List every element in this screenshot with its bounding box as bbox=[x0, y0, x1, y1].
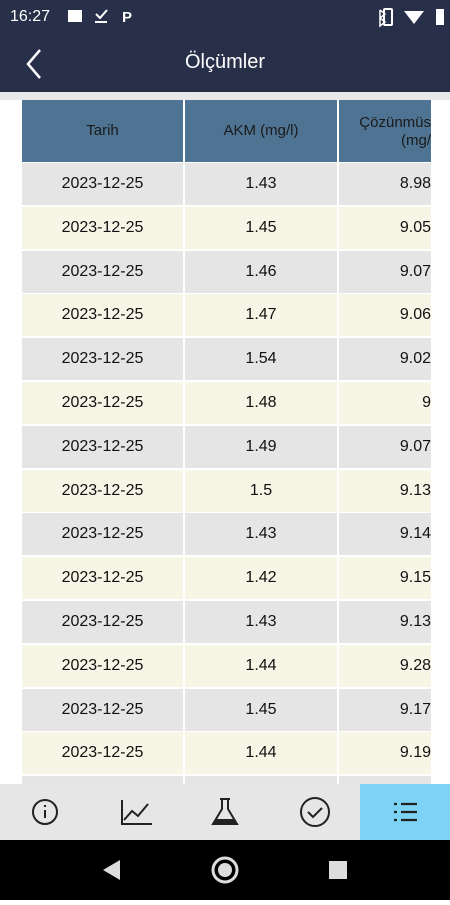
table-row bbox=[22, 776, 431, 784]
table-cell: 2023-12-25 bbox=[22, 557, 185, 600]
table-cell bbox=[339, 776, 431, 784]
table-row: 2023-12-25 1.43 9.13 bbox=[22, 601, 431, 645]
table-row: 2023-12-25 1.49 9.07 bbox=[22, 425, 431, 470]
table-cell bbox=[22, 776, 185, 784]
table-cell: 1.43 bbox=[185, 163, 339, 205]
table-cell: 9.17 bbox=[399, 700, 431, 718]
table-cell: 1.54 bbox=[185, 338, 339, 381]
table-cell: 9 bbox=[422, 394, 431, 411]
table-cell: 1.43 bbox=[185, 601, 339, 643]
data-table: Tarih AKM (mg/l) Çözünmüs (mg/ 2023-12-2… bbox=[22, 100, 431, 784]
table-cell: 9.07 bbox=[399, 437, 431, 455]
app-bar: Ölçümler bbox=[0, 36, 450, 92]
table-cell: 1.44 bbox=[185, 732, 339, 775]
table-cell: 2023-12-25 bbox=[22, 601, 185, 643]
table-cell: 2023-12-25 bbox=[22, 206, 185, 249]
nav-buttons bbox=[103, 856, 347, 884]
table-cell: 1.45 bbox=[185, 688, 339, 731]
table-cell: 2023-12-25 bbox=[22, 732, 185, 775]
table-cell: 8.98 bbox=[399, 175, 431, 192]
table-cell: 1.44 bbox=[185, 644, 339, 687]
table-cell: 2023-12-25 bbox=[22, 688, 185, 731]
status-icons: P bbox=[68, 8, 444, 28]
table-cell: 1.5 bbox=[185, 469, 339, 512]
status-bar: 16:27 P bbox=[0, 0, 450, 36]
table-cell: 2023-12-25 bbox=[22, 382, 185, 424]
table-row: 2023-12-25 1.42 9.15 bbox=[22, 557, 431, 602]
table-cell: 2023-12-25 bbox=[22, 425, 185, 468]
table-cell: 9.13 bbox=[399, 613, 431, 630]
table-row: 2023-12-25 1.47 9.06 bbox=[22, 294, 431, 339]
system-nav-bar bbox=[0, 840, 450, 900]
table-cell: 1.46 bbox=[185, 250, 339, 293]
info-tab[interactable] bbox=[0, 784, 90, 840]
column-header[interactable]: Tarih bbox=[22, 100, 185, 162]
check-tab[interactable] bbox=[270, 784, 360, 840]
column-header[interactable]: AKM (mg/l) bbox=[185, 100, 339, 162]
table-row: 2023-12-25 1.43 9.14 bbox=[22, 513, 431, 558]
table-cell: 9.15 bbox=[399, 569, 431, 587]
table-cell: 2023-12-25 bbox=[22, 250, 185, 293]
table-row: 2023-12-25 1.48 9 bbox=[22, 382, 431, 426]
table-cell: 9.13 bbox=[399, 481, 431, 499]
table-cell: 9.05 bbox=[399, 218, 431, 236]
divider bbox=[0, 92, 450, 100]
table-cell: 9.07 bbox=[399, 262, 431, 280]
table-cell: 2023-12-25 bbox=[22, 513, 185, 556]
screen-title: Ölçümler bbox=[184, 51, 265, 73]
table-row: 2023-12-25 1.46 9.07 bbox=[22, 250, 431, 295]
table-cell: 9.19 bbox=[399, 744, 431, 762]
table-row: 2023-12-25 1.54 9.02 bbox=[22, 338, 431, 383]
table-cell: 2023-12-25 bbox=[22, 644, 185, 687]
table-row: 2023-12-25 1.44 9.19 bbox=[22, 732, 431, 777]
tab-bar bbox=[0, 784, 450, 840]
list-tab[interactable] bbox=[360, 784, 450, 840]
table-cell: 1.47 bbox=[185, 294, 339, 337]
table-cell: 1.43 bbox=[185, 513, 339, 556]
table-cell bbox=[185, 776, 339, 784]
table-cell: 1.42 bbox=[185, 557, 339, 600]
table-row: 2023-12-25 1.43 8.98 bbox=[22, 163, 431, 207]
table-cell: 1.45 bbox=[185, 206, 339, 249]
svg-text:P: P bbox=[122, 9, 132, 26]
table-cell: 9.06 bbox=[399, 306, 431, 324]
table-row: 2023-12-25 1.5 9.13 bbox=[22, 469, 431, 514]
table-row: 2023-12-25 1.44 9.28 bbox=[22, 644, 431, 689]
table-cell: 2023-12-25 bbox=[22, 294, 185, 337]
table-cell: 1.49 bbox=[185, 425, 339, 468]
table-cell: 9.28 bbox=[399, 656, 431, 674]
chart-tab[interactable] bbox=[90, 784, 180, 840]
table-cell: 2023-12-25 bbox=[22, 469, 185, 512]
table-cell: 1.48 bbox=[185, 382, 339, 424]
table-cell: 2023-12-25 bbox=[22, 338, 185, 381]
column-header[interactable]: Çözünmüs (mg/ bbox=[359, 114, 431, 149]
table-header: Tarih AKM (mg/l) Çözünmüs (mg/ bbox=[22, 100, 431, 164]
table-cell: 9.14 bbox=[399, 525, 431, 543]
clock: 16:27 bbox=[10, 8, 51, 25]
back-button[interactable] bbox=[18, 36, 58, 92]
table-cell: 9.02 bbox=[399, 350, 431, 368]
table-row: 2023-12-25 1.45 9.17 bbox=[22, 688, 431, 733]
lab-tab[interactable] bbox=[180, 784, 270, 840]
table-cell: 2023-12-25 bbox=[22, 163, 185, 205]
table-row: 2023-12-25 1.45 9.05 bbox=[22, 206, 431, 251]
